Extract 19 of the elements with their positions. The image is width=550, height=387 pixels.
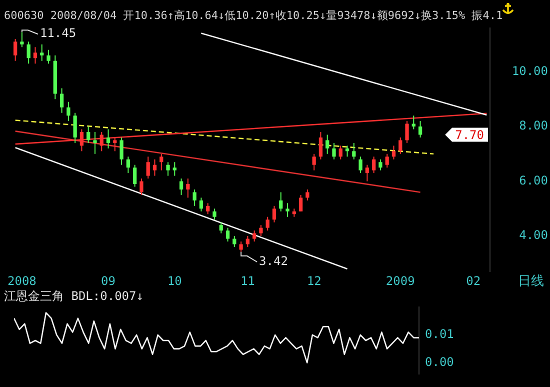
y-tick-label: 0.00: [425, 354, 454, 369]
annotation: 3.42: [259, 254, 288, 268]
x-tick-label: 2008: [8, 274, 36, 288]
chart-subtitle: 600630 2008/08/04 开10.36↑高10.64↓低10.20↑收10.25↓量93478↓额9692↓换3.15% 振4.1: [4, 8, 503, 23]
x-tick-label: 10: [167, 274, 182, 288]
text: 日线: [518, 273, 544, 290]
x-tick-label: 2009: [386, 274, 415, 288]
y-tick-label: 0.01: [425, 327, 454, 342]
annotation: 7.70: [455, 128, 484, 142]
chart-title: 江恩金三角 BDL:0.007↓: [4, 288, 144, 305]
x-tick-label: 11: [240, 274, 255, 288]
annotation: 11.45: [40, 26, 76, 40]
x-tick-label: 09: [101, 274, 116, 288]
y-tick-label: 6.00: [519, 173, 548, 188]
y-tick-label: 8.00: [519, 118, 548, 133]
x-tick-label: 02: [466, 274, 481, 288]
x-tick-label: 12: [306, 274, 322, 288]
y-tick-label: 4.00: [519, 228, 548, 242]
y-tick-label: 10.00: [512, 64, 548, 78]
